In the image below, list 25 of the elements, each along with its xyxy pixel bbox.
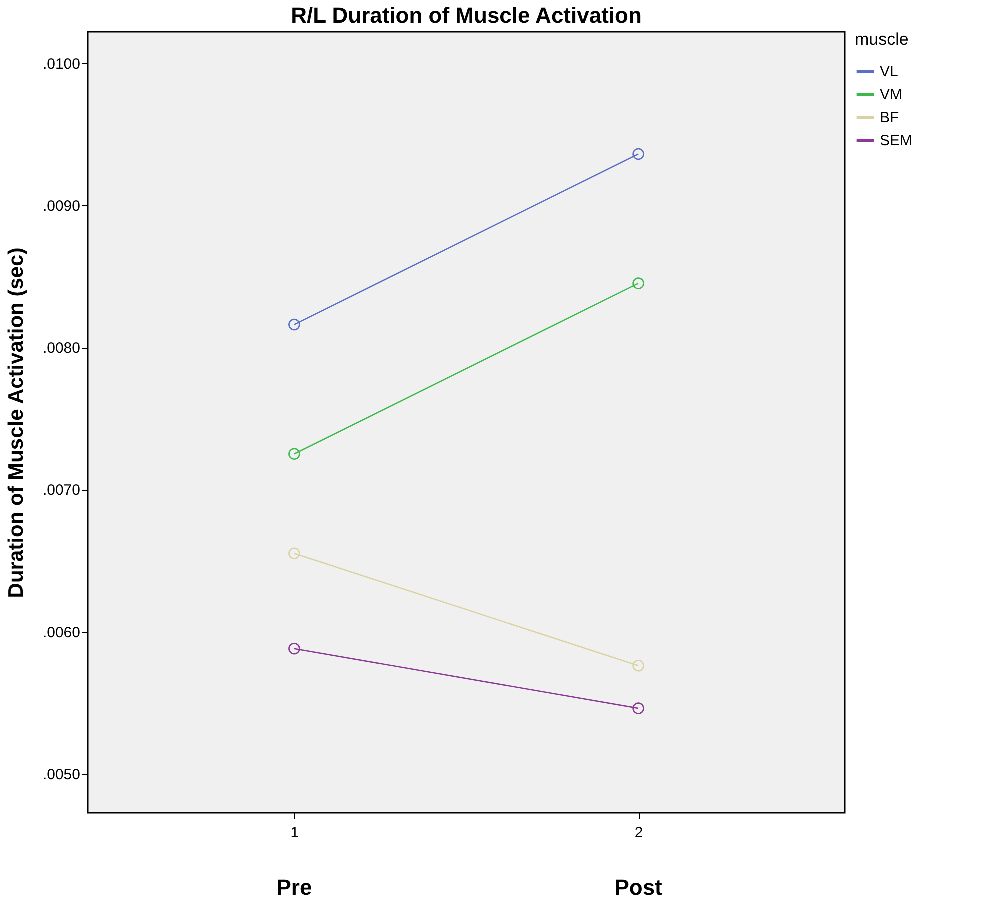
y-tick-label: .0080	[42, 340, 80, 358]
point	[288, 642, 300, 655]
y-tick-label: .0060	[42, 624, 80, 642]
point	[288, 548, 300, 560]
y-axis-title: Duration of Muscle Activation (sec)	[4, 248, 28, 598]
legend-label: VM	[880, 86, 902, 104]
legend-label: BF	[880, 110, 900, 126]
legend-label: SEM	[880, 132, 913, 150]
x-tick-label: 2	[634, 824, 644, 842]
legend-label: VL	[880, 64, 898, 80]
point	[632, 148, 644, 160]
x-tick-label: 1	[290, 824, 300, 842]
legend-title: muscle	[855, 30, 909, 49]
text: Post	[614, 875, 664, 900]
point	[288, 318, 300, 331]
y-tick-label: .0090	[42, 198, 80, 215]
chart-title: R/L Duration of Muscle Activation	[291, 3, 642, 28]
y-tick-label: .0100	[42, 56, 80, 73]
point	[632, 660, 644, 672]
point	[288, 448, 300, 460]
point	[632, 702, 644, 714]
text: Pre	[276, 875, 312, 900]
y-tick-label: .0050	[42, 766, 80, 784]
y-tick-label: .0070	[42, 482, 80, 500]
point	[632, 278, 644, 290]
